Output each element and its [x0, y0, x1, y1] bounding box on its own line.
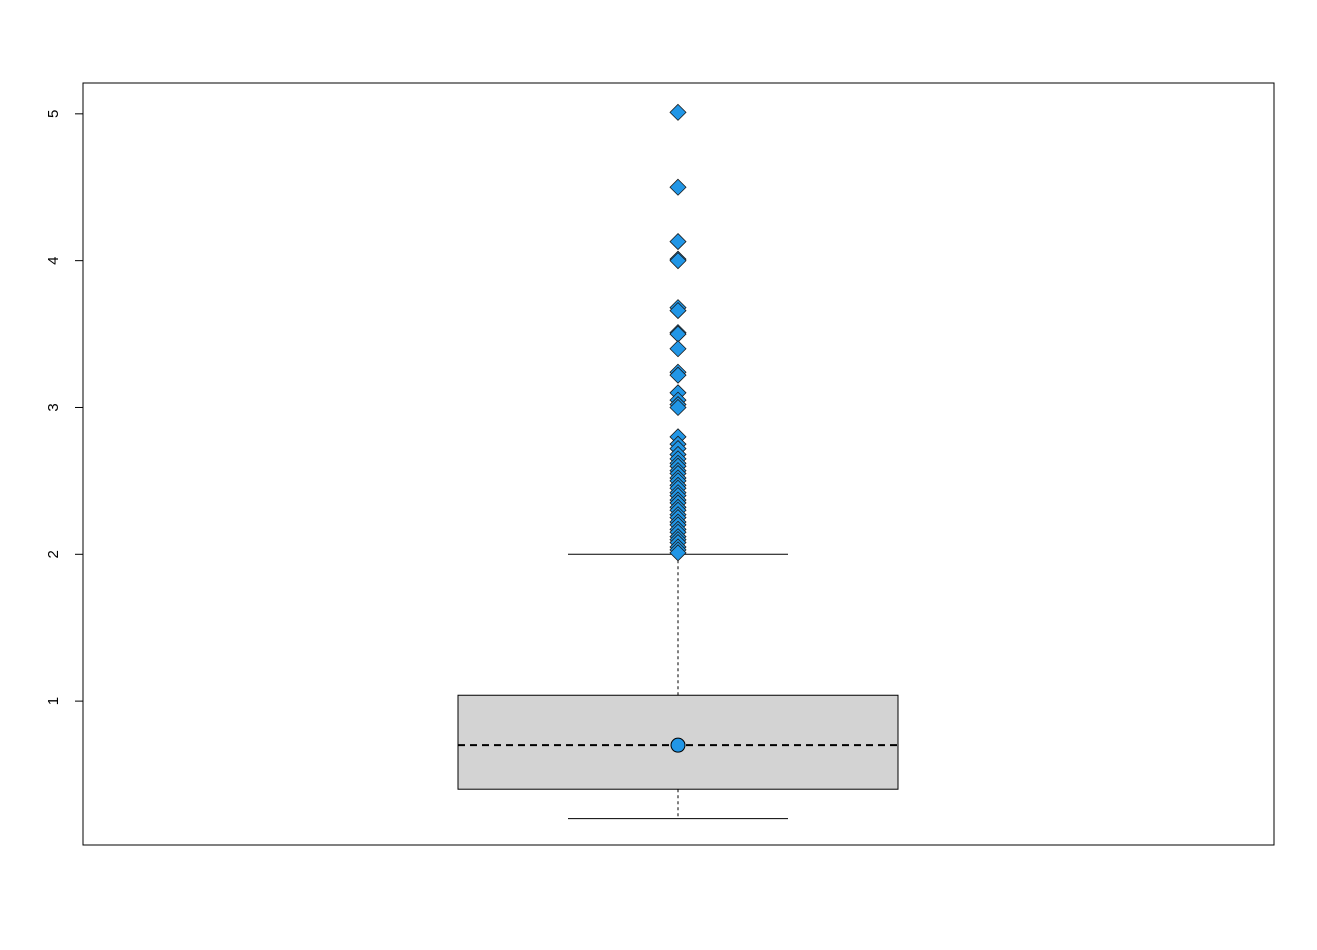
y-axis: 1 2 3 4 5	[45, 110, 83, 705]
mean-marker	[670, 737, 686, 753]
outlier-point	[669, 325, 687, 343]
outlier-point	[669, 233, 687, 251]
plot-frame	[82, 82, 1275, 846]
outlier-point	[669, 340, 687, 358]
y-tick-label: 5	[45, 110, 62, 118]
outlier-point	[669, 302, 687, 320]
y-tick-label: 3	[45, 403, 62, 411]
interquartile-box	[457, 694, 899, 790]
y-tick-label: 2	[45, 550, 62, 558]
y-tick-label: 1	[45, 697, 62, 705]
y-tick-label: 4	[45, 256, 62, 264]
outlier-point	[669, 398, 687, 417]
outlier-point	[669, 103, 687, 121]
outlier-point	[669, 252, 687, 270]
outlier-group	[669, 103, 687, 562]
outlier-point	[669, 366, 687, 384]
outlier-point	[669, 178, 687, 196]
box-group	[457, 553, 899, 820]
outlier-point	[669, 544, 687, 562]
